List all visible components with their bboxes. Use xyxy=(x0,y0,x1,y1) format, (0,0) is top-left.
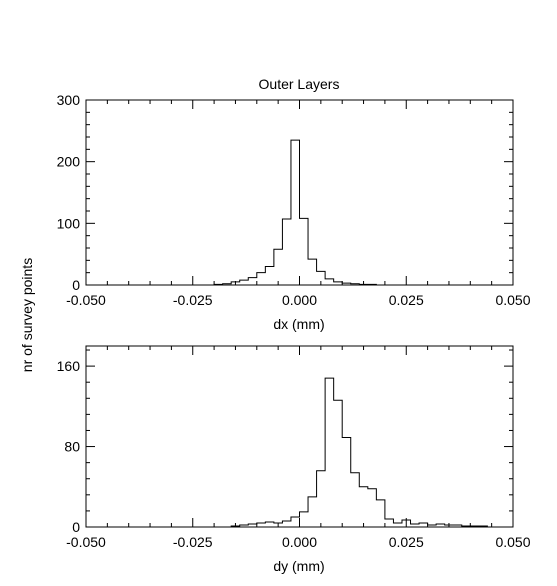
histogram-bar xyxy=(411,524,420,527)
histogram-bar xyxy=(231,282,240,285)
histogram-bar xyxy=(342,438,351,527)
histogram-bar xyxy=(248,278,257,285)
histogram-bar xyxy=(317,271,326,285)
x-tick-label: 0.000 xyxy=(282,534,317,550)
histogram-bar xyxy=(214,284,223,285)
histogram-bar xyxy=(359,284,368,285)
x-tick-label: -0.025 xyxy=(173,292,213,308)
histogram-bar xyxy=(308,259,317,285)
histogram-bar xyxy=(223,284,232,285)
histogram-outline xyxy=(86,139,513,286)
histogram-bar xyxy=(351,473,360,527)
x-tick-label: -0.050 xyxy=(66,534,106,550)
dx-histogram-panel: -0.050 -0.025 0.000 0.025 0.050 0 100 200 300 xyxy=(57,92,531,308)
histogram-bar xyxy=(479,526,488,527)
y-tick-label: 0 xyxy=(72,519,80,535)
dy-histogram-panel: -0.050 -0.025 0.000 0.025 0.050 0 80 160 xyxy=(57,345,531,550)
y-tick-label: 0 xyxy=(72,277,80,293)
x-tick-label: 0.000 xyxy=(282,292,317,308)
y-tick-label: 160 xyxy=(57,358,81,374)
histogram-bar xyxy=(351,284,360,285)
y-tick-label: 300 xyxy=(57,92,81,108)
x-tick-label: -0.050 xyxy=(66,292,106,308)
histogram-bar xyxy=(385,519,394,527)
histogram-bar xyxy=(274,249,283,285)
chart-title: Outer Layers xyxy=(259,76,340,92)
histogram-bar xyxy=(257,273,266,285)
histogram-bar xyxy=(428,525,437,527)
histogram-bar xyxy=(334,282,343,285)
histogram-bar xyxy=(317,471,326,527)
histogram-bar xyxy=(291,517,300,527)
x-tick-label: 0.025 xyxy=(389,292,424,308)
histogram-bar xyxy=(248,524,257,527)
x-tick-label: -0.025 xyxy=(173,534,213,550)
histogram-bar xyxy=(334,400,343,527)
plot-frame xyxy=(85,345,514,528)
x-tick-label: 0.050 xyxy=(495,534,530,550)
histogram-outline xyxy=(86,377,513,528)
histogram-bar xyxy=(368,489,377,527)
y-tick-label: 200 xyxy=(57,154,81,170)
histogram-bar xyxy=(359,487,368,527)
histogram-bar xyxy=(257,523,266,527)
histogram-bar xyxy=(453,525,462,527)
histogram-bar xyxy=(470,526,479,527)
histogram-bar xyxy=(265,522,274,527)
x-tick-label: 0.050 xyxy=(495,292,530,308)
histogram-bar xyxy=(282,521,291,527)
histogram-bar xyxy=(265,267,274,286)
histogram-bar xyxy=(240,525,249,527)
histogram-bar xyxy=(274,523,283,527)
histogram-bar xyxy=(402,520,411,527)
histogram-bar xyxy=(240,280,249,285)
histogram-bar xyxy=(462,526,471,527)
histogram-bar xyxy=(300,218,309,285)
y-axis-label: nr of survey points xyxy=(19,258,35,372)
histogram-bar xyxy=(342,283,351,285)
x-tick-label: 0.025 xyxy=(389,534,424,550)
y-tick-label: 100 xyxy=(57,215,81,231)
histogram-bar xyxy=(376,500,385,527)
histogram-bar xyxy=(308,497,317,527)
histogram-bar xyxy=(325,378,334,527)
x-axis-label-dy: dy (mm) xyxy=(273,558,324,574)
histogram-bar xyxy=(419,523,428,527)
histogram-bar xyxy=(368,284,377,285)
histogram-bar xyxy=(393,523,402,527)
y-tick-label: 80 xyxy=(64,439,80,455)
x-axis-label-dx: dx (mm) xyxy=(273,316,324,332)
histogram-bar xyxy=(445,525,454,527)
histogram-bar xyxy=(231,526,240,527)
histogram-bar xyxy=(300,512,309,527)
histogram-bar xyxy=(325,279,334,285)
histogram-bar xyxy=(436,524,445,527)
histogram-bar xyxy=(282,219,291,285)
histogram-bar xyxy=(291,140,300,285)
